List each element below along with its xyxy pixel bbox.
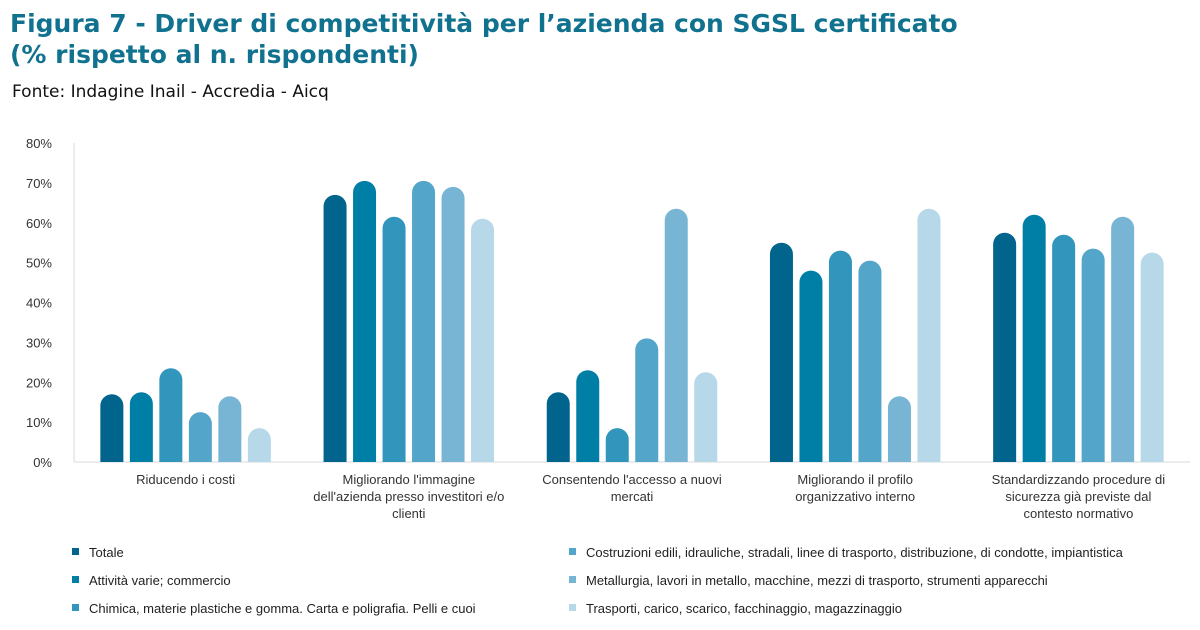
legend-swatch bbox=[569, 576, 576, 583]
y-tick-label: 10% bbox=[26, 415, 52, 430]
chart-title-line-2: (% rispetto al n. rispondenti) bbox=[10, 40, 419, 69]
legend-swatch bbox=[72, 548, 79, 555]
bar bbox=[605, 428, 629, 462]
bar bbox=[100, 394, 124, 462]
bar bbox=[917, 208, 941, 462]
bar bbox=[218, 396, 242, 462]
bar bbox=[799, 270, 823, 462]
bar bbox=[353, 180, 377, 462]
bar bbox=[247, 428, 271, 462]
bar bbox=[1111, 216, 1135, 462]
bar bbox=[441, 186, 465, 463]
x-category-label: Migliorando l'immagine dell'azienda press… bbox=[313, 472, 504, 521]
legend-label: Costruzioni edili, idrauliche, stradali,… bbox=[586, 545, 1124, 560]
legend-label: Metallurgia, lavori in metallo, macchine… bbox=[586, 573, 1048, 588]
x-category-label: Migliorando il profilo organizzativo inte… bbox=[795, 472, 915, 504]
chart-title-line-1: Figura 7 - Driver di competitività per l… bbox=[10, 9, 958, 38]
bar bbox=[993, 232, 1017, 462]
y-tick-label: 70% bbox=[26, 176, 52, 191]
bar bbox=[1081, 248, 1105, 462]
bar bbox=[828, 250, 852, 462]
bar bbox=[188, 412, 212, 462]
bar bbox=[471, 218, 495, 462]
bar bbox=[382, 216, 406, 462]
legend-swatch bbox=[72, 604, 79, 611]
bar bbox=[635, 338, 659, 462]
bar bbox=[1022, 214, 1046, 462]
bar bbox=[159, 368, 183, 462]
y-tick-label: 0% bbox=[33, 455, 52, 470]
legend-swatch bbox=[569, 604, 576, 611]
bar bbox=[1052, 234, 1076, 462]
bar bbox=[664, 208, 688, 462]
bar bbox=[694, 372, 718, 462]
bar bbox=[323, 194, 347, 462]
legend-label: Totale bbox=[89, 545, 124, 560]
x-category-label: Riducendo i costi bbox=[136, 472, 235, 487]
legend-label: Trasporti, carico, scarico, facchinaggio… bbox=[586, 601, 902, 616]
bar bbox=[769, 242, 793, 462]
legend-swatch bbox=[569, 548, 576, 555]
bar bbox=[887, 396, 911, 462]
bar bbox=[412, 180, 436, 462]
y-tick-label: 40% bbox=[26, 296, 52, 311]
source-note: Fonte: Indagine Inail - Accredia - Aicq bbox=[12, 82, 329, 102]
bar bbox=[129, 392, 153, 462]
y-tick-label: 30% bbox=[26, 335, 52, 350]
legend-swatch bbox=[72, 576, 79, 583]
x-category-label: Standardizzando procedure di sicurezza gi… bbox=[992, 472, 1166, 521]
y-tick-label: 60% bbox=[26, 216, 52, 231]
bar bbox=[1140, 252, 1164, 462]
bar bbox=[546, 392, 570, 462]
bar bbox=[576, 370, 600, 462]
chart-title: Figura 7 - Driver di competitività per l… bbox=[10, 8, 958, 70]
x-category-label: Consentendo l'accesso a nuovi mercati bbox=[542, 472, 722, 504]
y-tick-label: 80% bbox=[26, 136, 52, 151]
legend-label: Chimica, materie plastiche e gomma. Cart… bbox=[89, 601, 476, 616]
legend-label: Attività varie; commercio bbox=[89, 573, 231, 588]
y-tick-label: 50% bbox=[26, 256, 52, 271]
y-tick-label: 20% bbox=[26, 375, 52, 390]
bar bbox=[858, 260, 882, 462]
